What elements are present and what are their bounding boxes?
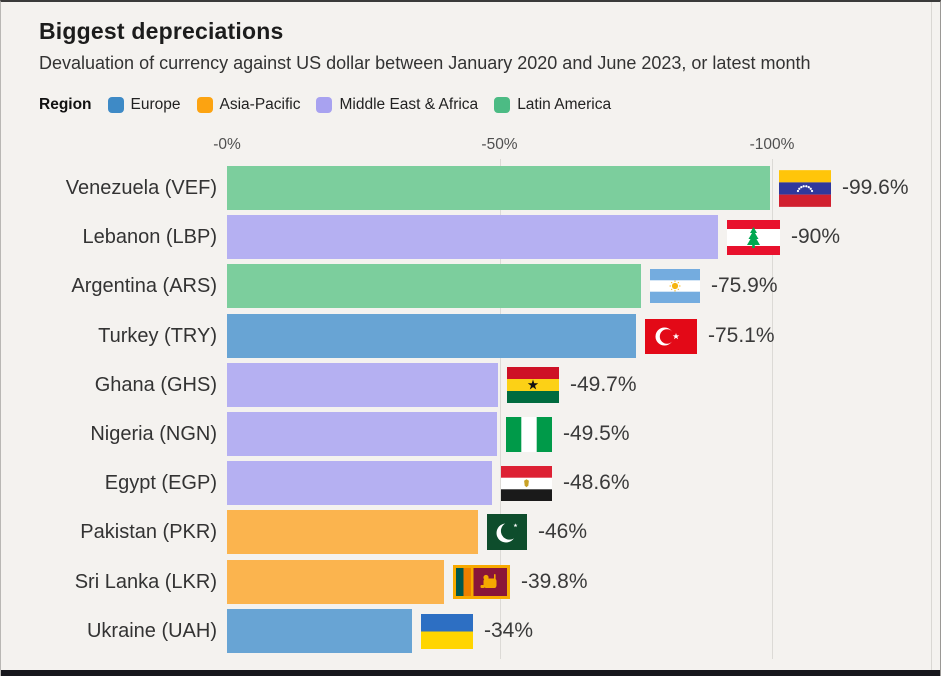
category-label: Sri Lanka (LKR)	[74, 570, 217, 593]
legend-swatch-icon	[196, 97, 213, 113]
value-label: -75.9%	[711, 274, 778, 297]
turkey-flag-icon	[645, 318, 697, 354]
category-label: Lebanon (LBP)	[82, 225, 217, 248]
legend-item: Latin America	[494, 96, 611, 114]
bar-sri-lanka	[227, 560, 444, 604]
bar-argentina	[227, 264, 641, 308]
gridline	[499, 159, 501, 659]
bar-pakistan	[227, 510, 478, 554]
bar-row: Lebanon (LBP) -90%	[1, 215, 940, 259]
value-label: -39.8%	[521, 570, 588, 593]
value-label: -90%	[791, 225, 841, 248]
chart-title: Biggest depreciations	[39, 18, 284, 44]
argentina-flag-icon	[650, 269, 700, 303]
bar-row: Egypt (EGP) -48.6%	[1, 461, 940, 505]
axis-tick-label: -50%	[481, 136, 518, 153]
category-label: Ukraine (UAH)	[86, 619, 217, 642]
right-hairline	[931, 2, 932, 670]
bottom-border-bar	[1, 670, 940, 676]
bar-egypt	[227, 461, 492, 505]
bar-nigeria	[227, 412, 497, 456]
bar-ghana	[227, 363, 498, 407]
bar-row: Nigeria (NGN) -49.5%	[1, 412, 940, 456]
chart-subtitle: Devaluation of currency against US dolla…	[39, 53, 811, 73]
axis-tick-label: -100%	[749, 136, 795, 153]
category-label: Egypt (EGP)	[104, 471, 217, 494]
bar-row: Ukraine (UAH) -34%	[1, 609, 940, 653]
bar-turkey	[227, 314, 636, 358]
bar-row: Venezuela (VEF) -99.6%	[1, 166, 940, 210]
value-label: -49.5%	[563, 422, 630, 445]
egypt-flag-icon	[501, 465, 552, 501]
legend-title: Region	[39, 96, 92, 113]
bar-row: Sri Lanka (LKR) -39.8%	[1, 560, 940, 604]
category-label: Turkey (TRY)	[98, 324, 217, 347]
bar-row: Ghana (GHS) -49.7%	[1, 363, 940, 407]
bar-row: Pakistan (PKR) -46%	[1, 510, 940, 554]
bar-row: Turkey (TRY) -75.1%	[1, 314, 940, 358]
legend-swatch-icon	[494, 97, 511, 113]
bar-venezuela	[227, 166, 770, 210]
gridline	[772, 159, 773, 659]
category-label: Nigeria (NGN)	[90, 422, 217, 445]
pakistan-flag-icon	[487, 514, 527, 550]
lebanon-flag-icon	[727, 219, 780, 255]
value-label: -49.7%	[570, 373, 637, 396]
value-label: -34%	[484, 619, 534, 642]
legend-item: Asia-Pacific	[196, 96, 301, 114]
bar-lebanon	[227, 215, 718, 259]
legend-item-label: Asia-Pacific	[219, 96, 301, 113]
legend-item: Europe	[107, 96, 181, 114]
venezuela-flag-icon	[779, 169, 831, 207]
category-label: Venezuela (VEF)	[65, 176, 217, 199]
legend-item-label: Middle East & Africa	[339, 96, 479, 113]
axis-tick-label: -0%	[213, 136, 241, 153]
legend: Region Europe Asia-Pacific Middle East &…	[39, 95, 611, 115]
value-label: -46%	[538, 520, 588, 543]
value-label: -99.6%	[842, 176, 909, 199]
legend-swatch-icon	[107, 97, 124, 113]
ukraine-flag-icon	[421, 613, 473, 649]
bar-ukraine	[227, 609, 412, 653]
nigeria-flag-icon	[506, 416, 552, 452]
value-label: -48.6%	[563, 471, 630, 494]
ghana-flag-icon	[507, 367, 559, 403]
category-label: Pakistan (PKR)	[80, 520, 217, 543]
category-label: Ghana (GHS)	[94, 373, 217, 396]
legend-item: Middle East & Africa	[316, 96, 478, 114]
legend-item-label: Europe	[130, 96, 181, 113]
value-label: -75.1%	[708, 324, 775, 347]
category-label: Argentina (ARS)	[71, 274, 217, 297]
sri-lanka-flag-icon	[453, 565, 510, 599]
bar-row: Argentina (ARS) -75.9%	[1, 264, 940, 308]
legend-swatch-icon	[316, 97, 333, 113]
legend-item-label: Latin America	[517, 96, 612, 113]
